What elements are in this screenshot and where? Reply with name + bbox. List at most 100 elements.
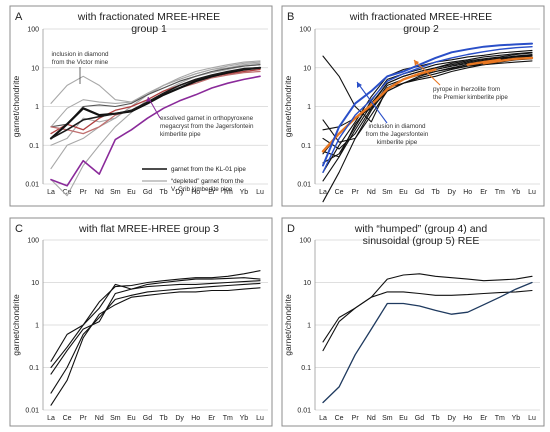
series-line [50, 67, 261, 140]
x-tick-label: Tb [159, 189, 167, 196]
annotation-text: from the Victor mine [52, 59, 109, 66]
annotation-text: from the Jagersfontein [366, 131, 429, 138]
x-tick-label: Eu [399, 415, 408, 422]
series-line [50, 64, 261, 128]
panel-title: with fractionated MREE-HREE [349, 11, 492, 23]
y-tick-label: 0.1 [301, 143, 311, 150]
x-tick-label: Ce [63, 189, 72, 196]
x-tick-label: Lu [528, 189, 536, 196]
series-line [322, 54, 533, 182]
x-tick-label: Pr [352, 189, 360, 196]
x-tick-label: Yb [512, 189, 521, 196]
y-tick-label: 0.01 [297, 182, 311, 189]
y-tick-label: 0.1 [29, 143, 39, 150]
x-tick-label: Ce [63, 415, 72, 422]
x-tick-label: Nd [95, 189, 104, 196]
panel-b: 0.01 0.1 1 10 100 La Ce Pr Nd Sm Eu Gd Tb Dy Ho Er Tm Yb L… [281, 5, 545, 207]
panel-letter: B [287, 11, 294, 23]
annotation-text: inclusion in diamond [51, 51, 109, 58]
x-tick-label: Ho [463, 415, 472, 422]
x-tick-label: La [319, 189, 327, 196]
x-tick-label: Lu [256, 415, 264, 422]
annotation-leader [413, 59, 441, 86]
series-line [50, 277, 261, 362]
panel-title: with fractionated MREE-HREE [77, 11, 220, 23]
panel-letter: C [15, 223, 23, 235]
x-tick-label: Eu [127, 189, 136, 196]
x-tick-label: Er [208, 415, 216, 422]
y-tick-label: 100 [299, 27, 311, 34]
x-tick-label: Nd [95, 415, 104, 422]
x-tick-label: Nd [367, 189, 376, 196]
x-tick-label: Yb [240, 415, 249, 422]
x-tick-label: La [47, 189, 55, 196]
panel-frame [281, 217, 545, 427]
x-tick-label: Er [480, 415, 488, 422]
x-tick-label: Tb [431, 415, 439, 422]
x-tick-label: Yb [512, 415, 521, 422]
y-tick-label: 0.01 [297, 408, 311, 415]
y-tick-label: 0.1 [301, 365, 311, 372]
y-tick-label: 100 [299, 238, 311, 245]
legend-label: “depleted” garnet from the [171, 178, 244, 185]
y-tick-label: 10 [31, 65, 39, 72]
annotation-text: pyrope in lherzolite from [433, 86, 500, 93]
series-line [322, 49, 533, 173]
series-line [50, 282, 261, 394]
y-tick-label: 10 [303, 280, 311, 287]
y-tick-label: 1 [307, 104, 311, 111]
y-tick-label: 1 [35, 323, 39, 330]
y-axis-label: garnet/chondrite [11, 76, 21, 138]
x-tick-label: Dy [447, 415, 456, 422]
series-line [322, 281, 533, 404]
series-line [322, 55, 533, 123]
panel-title: sinusoidal (group 5) REE [363, 235, 480, 247]
annotation-arrowhead [146, 97, 151, 102]
x-tick-label: Sm [382, 415, 393, 422]
y-tick-label: 100 [27, 27, 39, 34]
x-tick-label: Eu [399, 189, 408, 196]
x-tick-label: Lu [256, 189, 264, 196]
x-tick-label: Tm [495, 415, 505, 422]
x-tick-label: La [319, 415, 327, 422]
x-tick-label: Ho [191, 415, 200, 422]
x-tick-label: Gd [143, 415, 152, 422]
y-tick-label: 10 [303, 65, 311, 72]
legend-label: V. Grib kimberlite pipe [171, 186, 233, 193]
x-tick-label: Tm [495, 189, 505, 196]
y-axis-label: garnet/chondrite [283, 294, 293, 356]
x-tick-label: Tb [159, 415, 167, 422]
annotation-text: inclusion in diamond [368, 123, 426, 130]
x-tick-label: Lu [528, 415, 536, 422]
x-tick-label: Sm [110, 189, 121, 196]
x-tick-label: Gd [415, 189, 424, 196]
x-tick-label: Eu [127, 415, 136, 422]
x-tick-label: Er [480, 189, 488, 196]
annotation-text: exsolved garnet in orthopyroxene [160, 115, 254, 122]
series-line [322, 42, 533, 167]
x-tick-label: Sm [110, 415, 121, 422]
series-line [50, 61, 261, 128]
series-line [50, 75, 261, 187]
y-axis-label: garnet/chondrite [11, 294, 21, 356]
x-tick-label: Ce [335, 415, 344, 422]
series-line [50, 270, 261, 369]
y-tick-label: 1 [35, 104, 39, 111]
series-line [322, 51, 533, 164]
x-tick-label: Nd [367, 415, 376, 422]
annotation-text: kimberlite pipe [160, 131, 201, 138]
x-tick-label: Yb [240, 189, 249, 196]
annotation-text: megacryst from the Jagersfontein [160, 123, 254, 130]
series-line [50, 287, 261, 406]
y-axis-label: garnet/chondrite [283, 76, 293, 138]
y-tick-label: 0.1 [29, 365, 39, 372]
annotation-leader [356, 81, 388, 124]
x-tick-label: Pr [80, 189, 88, 196]
y-tick-label: 1 [307, 323, 311, 330]
series-line [322, 46, 533, 173]
x-tick-label: Pr [80, 415, 88, 422]
y-tick-label: 100 [27, 238, 39, 245]
y-tick-label: 0.01 [25, 408, 39, 415]
series-line [482, 56, 534, 65]
x-tick-label: Tm [223, 189, 233, 196]
